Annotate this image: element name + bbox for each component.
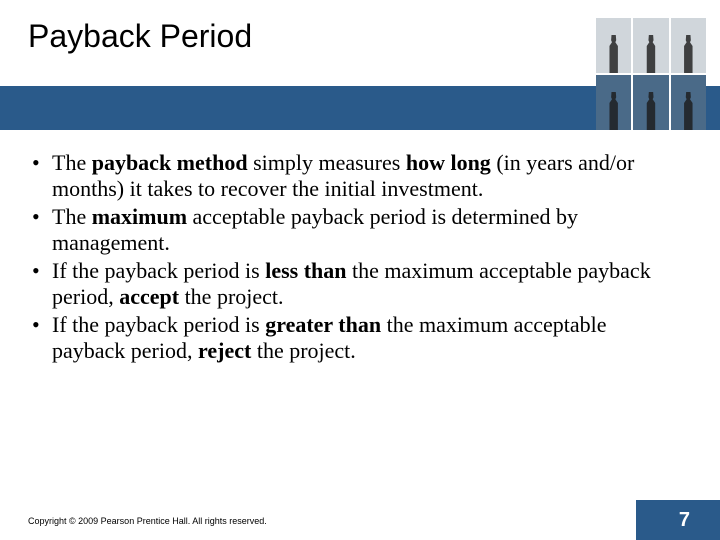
text-segment: simply measures (248, 150, 406, 175)
bullet-item: The maximum acceptable payback period is… (28, 204, 662, 256)
text-segment: maximum (92, 204, 187, 229)
bullet-item: The payback method simply measures how l… (28, 150, 662, 202)
deco-cell (596, 18, 631, 73)
text-segment: the project. (251, 338, 355, 363)
text-segment: If the payback period is (52, 312, 265, 337)
copyright-text: Copyright © 2009 Pearson Prentice Hall. … (28, 516, 267, 526)
deco-cell (671, 18, 706, 73)
deco-cell (596, 75, 631, 130)
text-segment: payback method (92, 150, 248, 175)
text-segment: reject (198, 338, 251, 363)
bullet-item: If the payback period is greater than th… (28, 312, 662, 364)
text-segment: accept (119, 284, 179, 309)
page-number: 7 (679, 509, 690, 532)
text-segment: If the payback period is (52, 258, 265, 283)
header-decoration (596, 18, 706, 130)
text-segment: The (52, 150, 92, 175)
slide: Payback Period The payback method simply… (0, 0, 720, 540)
text-segment: the project. (179, 284, 283, 309)
deco-cell (633, 75, 668, 130)
bullet-item: If the payback period is less than the m… (28, 258, 662, 310)
content-area: The payback method simply measures how l… (28, 150, 662, 366)
deco-cell (671, 75, 706, 130)
deco-cell (633, 18, 668, 73)
bullet-list: The payback method simply measures how l… (28, 150, 662, 364)
slide-title: Payback Period (28, 18, 252, 55)
text-segment: The (52, 204, 92, 229)
text-segment: how long (406, 150, 491, 175)
text-segment: less than (265, 258, 346, 283)
text-segment: greater than (265, 312, 381, 337)
